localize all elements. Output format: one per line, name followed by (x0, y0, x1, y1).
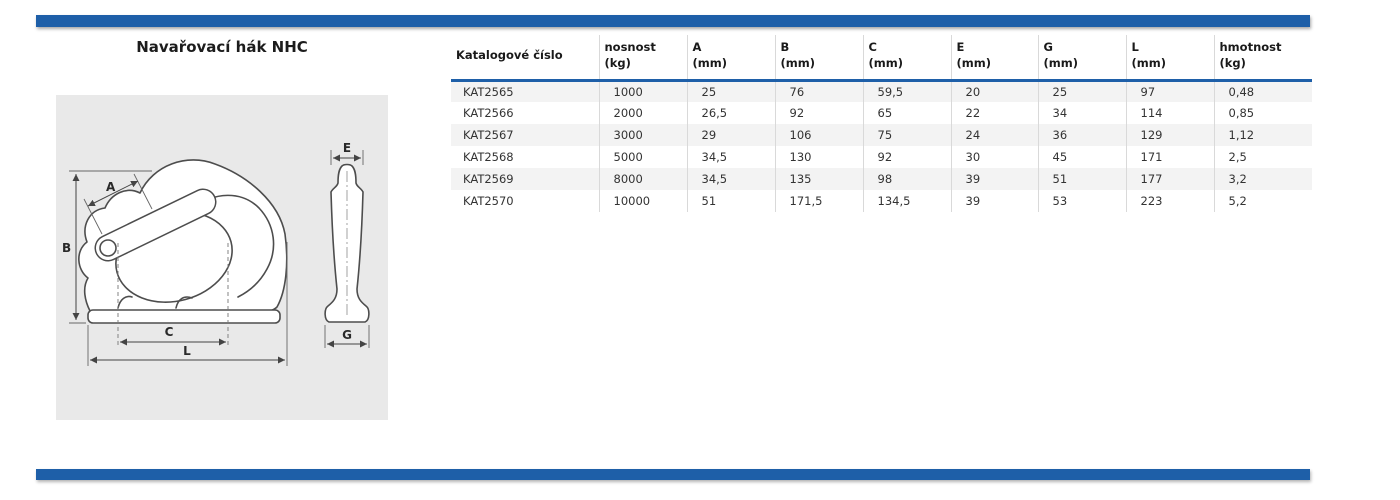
cell-e: 22 (950, 102, 1038, 124)
table-row: KAT2565 1000 25 76 59,5 20 25 97 0,48 (451, 80, 1312, 102)
cell-catalog-number: KAT2569 (463, 172, 514, 186)
cell-c: 98 (862, 168, 951, 190)
cell-c: 92 (862, 146, 951, 168)
drawing-panel: B A C L E G (56, 95, 388, 420)
cell-g: 53 (1037, 190, 1126, 212)
cell-capacity: 2000 (598, 102, 687, 124)
dimension-label-A: A (106, 180, 116, 194)
cell-a: 34,5 (686, 146, 775, 168)
cell-b: 171,5 (774, 190, 863, 212)
cell-l: 97 (1125, 80, 1214, 102)
cell-a: 34,5 (686, 168, 775, 190)
cell-l: 114 (1125, 102, 1214, 124)
cell-l: 171 (1125, 146, 1214, 168)
spec-table-container: Katalogové číslo nosnost (kg) A (mm) B (mm) (451, 35, 1312, 212)
table-row: KAT2566 2000 26,5 92 65 22 34 114 0,85 (451, 102, 1312, 124)
spec-table: Katalogové číslo nosnost (kg) A (mm) B (mm) (451, 35, 1312, 212)
table-row: KAT2568 5000 34,5 130 92 30 45 171 2,5 (451, 146, 1312, 168)
cell-c: 75 (862, 124, 951, 146)
cell-l: 177 (1125, 168, 1214, 190)
table-row: KAT2569 8000 34,5 135 98 39 51 177 3,2 (451, 168, 1312, 190)
hook-base-plate (87, 309, 281, 324)
cell-e: 39 (950, 168, 1038, 190)
cell-catalog-number: KAT2570 (463, 194, 514, 208)
cell-g: 45 (1037, 146, 1126, 168)
cell-a: 51 (686, 190, 775, 212)
page-title: Navařovací hák NHC (136, 38, 308, 56)
dimension-label-C: C (165, 325, 174, 339)
cell-c: 59,5 (862, 80, 951, 102)
header-row: Katalogové číslo nosnost (kg) A (mm) B (mm) (451, 35, 1312, 82)
cell-capacity: 3000 (598, 124, 687, 146)
dimension-label-B: B (62, 241, 71, 255)
cell-l: 129 (1125, 124, 1214, 146)
column-header: B (mm) (774, 35, 863, 82)
cell-e: 30 (950, 146, 1038, 168)
cell-capacity: 10000 (598, 190, 687, 212)
cell-g: 36 (1037, 124, 1126, 146)
hook-technical-drawing-icon: B A C L E G (62, 141, 370, 366)
cell-c: 134,5 (862, 190, 951, 212)
column-header: G (mm) (1037, 35, 1126, 82)
column-header: nosnost (kg) (598, 35, 687, 82)
cell-b: 76 (774, 80, 863, 102)
cell-weight: 5,2 (1213, 190, 1312, 212)
table-row: KAT2567 3000 29 106 75 24 36 129 1,12 (451, 124, 1312, 146)
cell-weight: 0,85 (1213, 102, 1312, 124)
cell-l: 223 (1125, 190, 1214, 212)
cell-weight: 0,48 (1213, 80, 1312, 102)
cell-capacity: 1000 (598, 80, 687, 102)
dimension-line-A (87, 180, 139, 207)
cell-catalog-number: KAT2568 (463, 150, 514, 164)
column-header: L (mm) (1125, 35, 1214, 82)
cell-weight: 3,2 (1213, 168, 1312, 190)
column-header: A (mm) (686, 35, 775, 82)
dimension-label-E: E (343, 141, 351, 155)
cell-g: 34 (1037, 102, 1126, 124)
cell-g: 25 (1037, 80, 1126, 102)
column-header: hmotnost (kg) (1213, 35, 1312, 82)
top-divider-bar (36, 15, 1310, 27)
cell-c: 65 (862, 102, 951, 124)
cell-a: 25 (686, 80, 775, 102)
cell-catalog-number: KAT2566 (463, 106, 514, 120)
cell-e: 24 (950, 124, 1038, 146)
cell-a: 26,5 (686, 102, 775, 124)
column-header: Katalogové číslo (451, 35, 599, 82)
cell-catalog-number: KAT2567 (463, 128, 514, 142)
column-header: C (mm) (862, 35, 951, 82)
cell-capacity: 5000 (598, 146, 687, 168)
cell-catalog-number: KAT2565 (463, 84, 514, 99)
cell-e: 20 (950, 80, 1038, 102)
cell-weight: 2,5 (1213, 146, 1312, 168)
cell-g: 51 (1037, 168, 1126, 190)
cell-b: 135 (774, 168, 863, 190)
table-row: KAT2570 10000 51 171,5 134,5 39 53 223 5… (451, 190, 1312, 212)
cell-e: 39 (950, 190, 1038, 212)
cell-b: 106 (774, 124, 863, 146)
dimension-label-L: L (183, 344, 191, 358)
bottom-divider-bar (36, 469, 1310, 480)
cell-b: 130 (774, 146, 863, 168)
cell-capacity: 8000 (598, 168, 687, 190)
latch-pivot-pin (99, 239, 117, 257)
column-header: E (mm) (950, 35, 1038, 82)
cell-a: 29 (686, 124, 775, 146)
cell-b: 92 (774, 102, 863, 124)
hook-inner-curve (192, 194, 275, 298)
cell-weight: 1,12 (1213, 124, 1312, 146)
dimension-label-G: G (342, 328, 352, 342)
